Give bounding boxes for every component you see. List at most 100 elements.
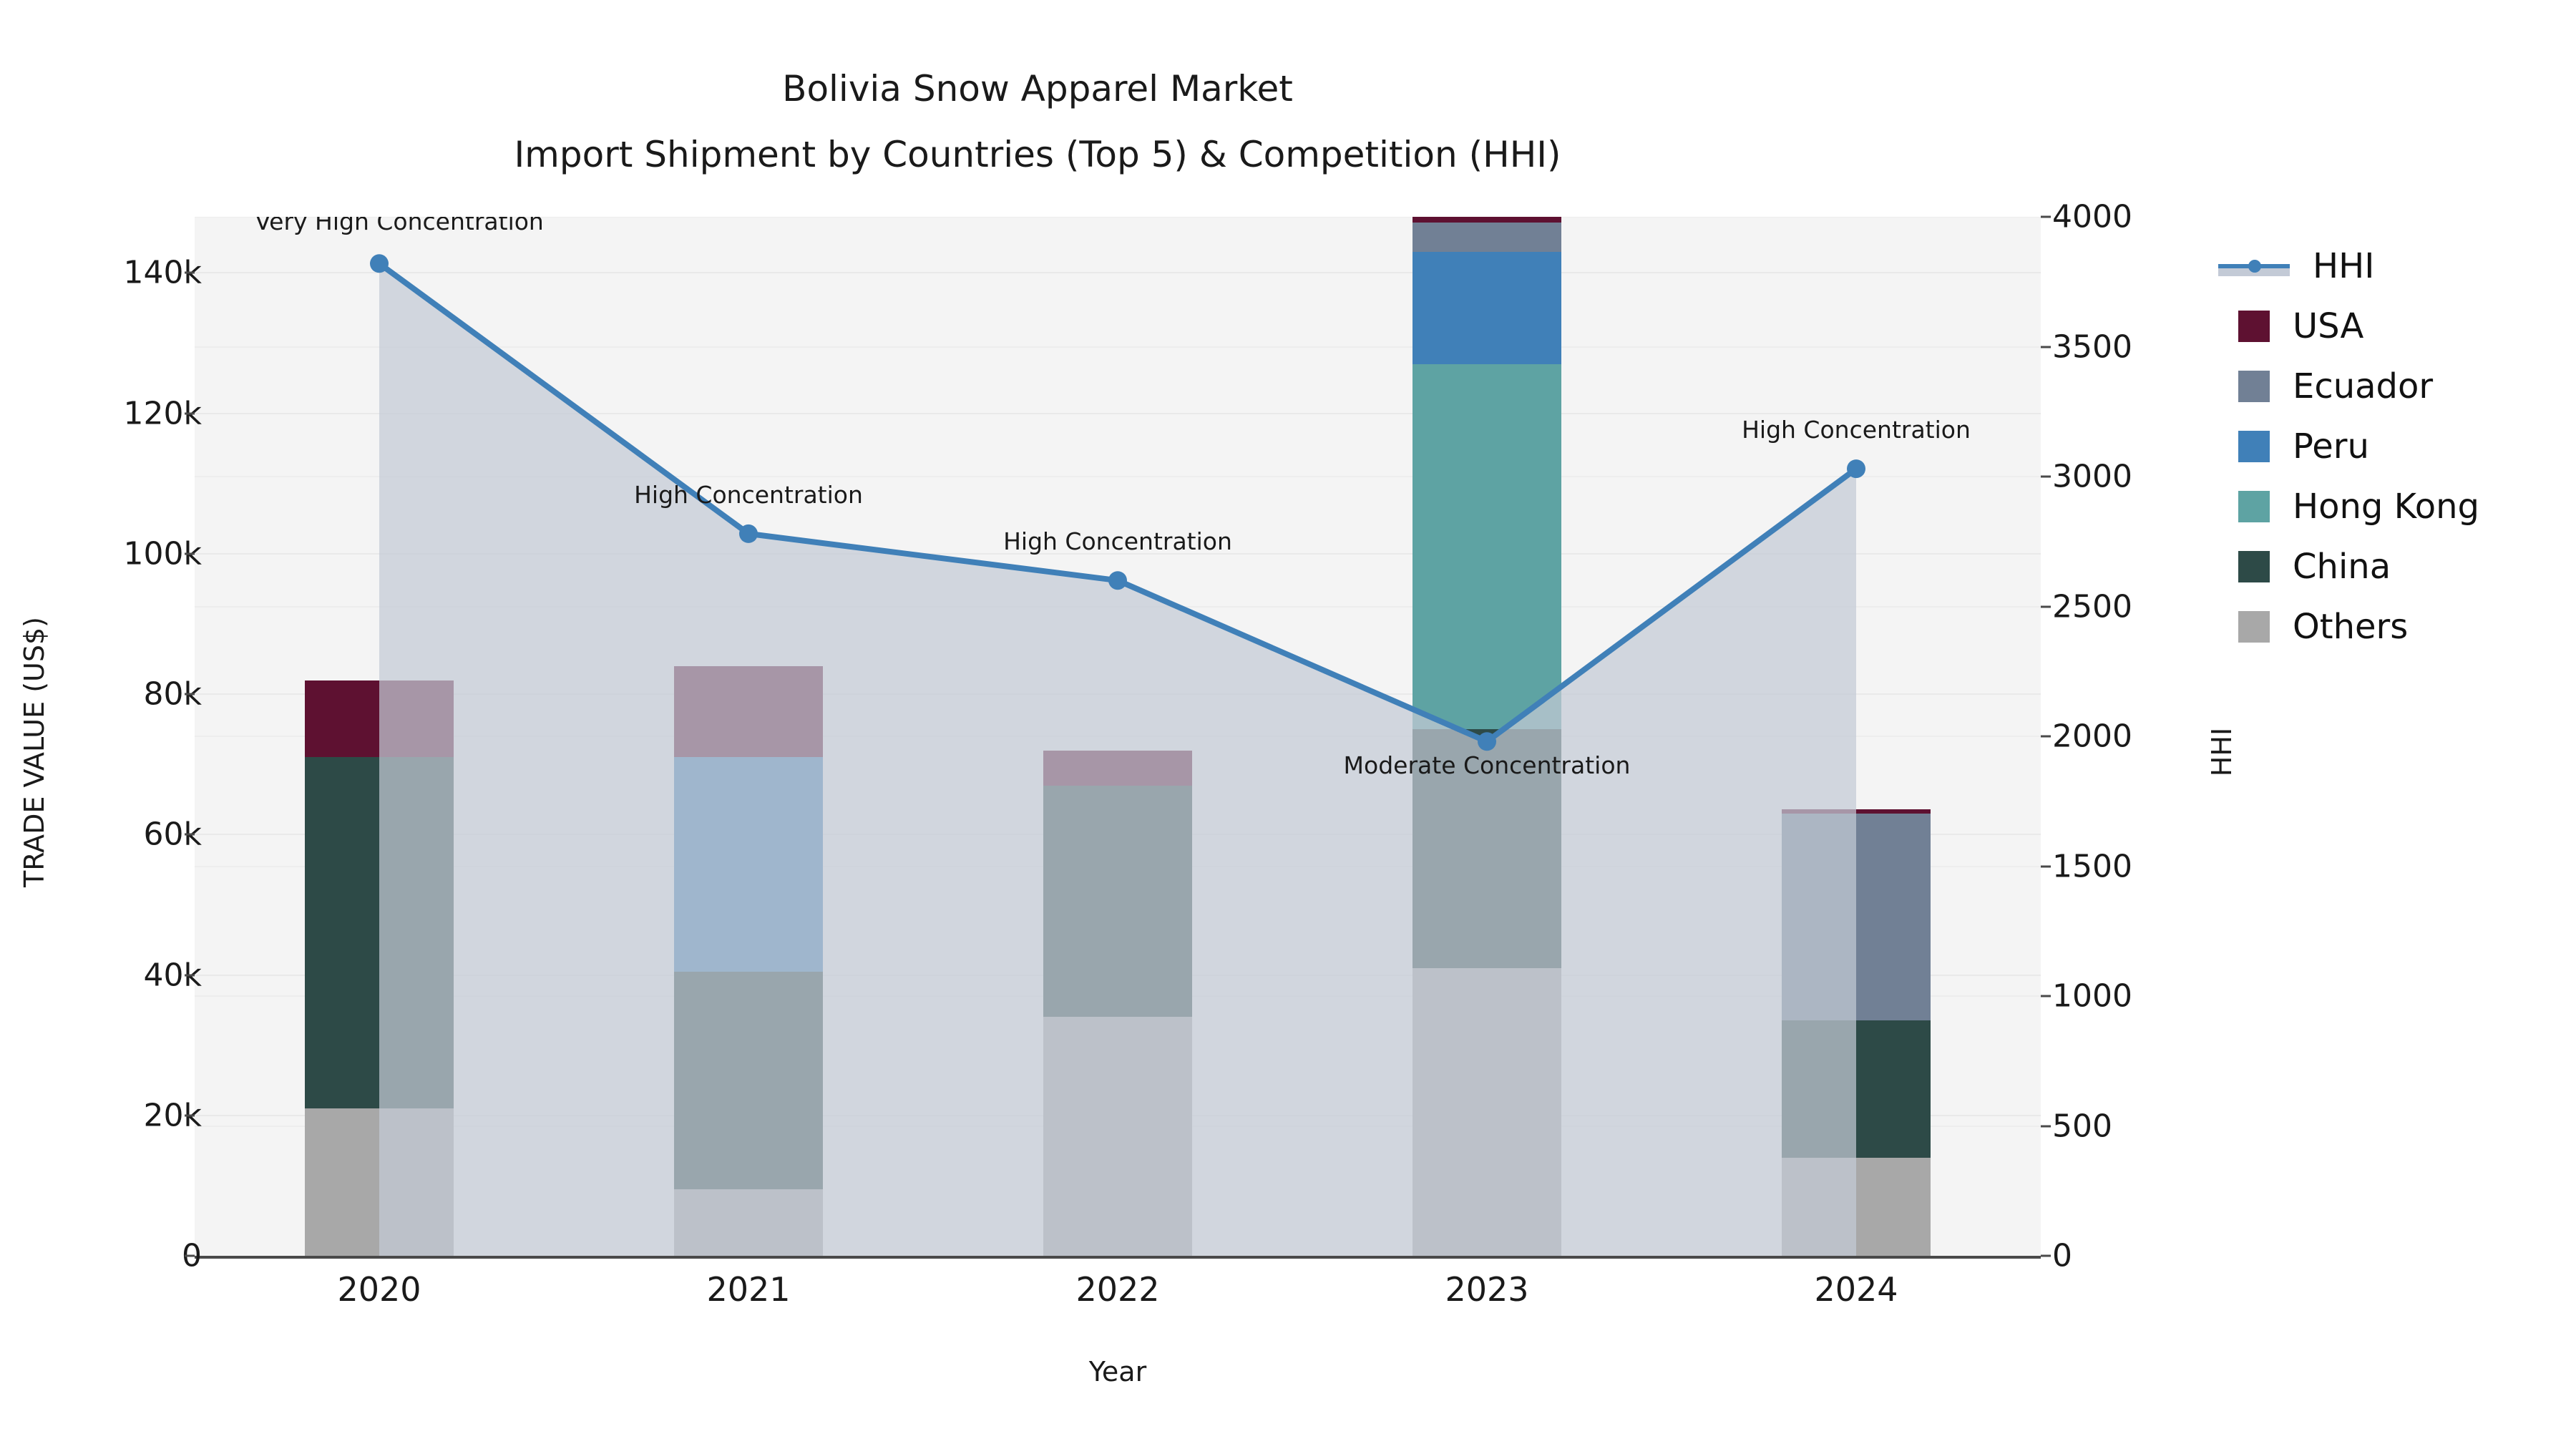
x-axis-spine [195,1256,2041,1259]
y-tick-mark-left [185,552,195,555]
gridline-secondary [195,476,2041,477]
legend-item-china[interactable]: China [2238,537,2567,597]
legend-swatch-icon [2238,431,2270,462]
legend-item-peru[interactable]: Peru [2238,416,2567,477]
bar-segment[interactable] [305,757,454,1108]
y-tick-label-left: 140k [123,254,202,291]
y-tick-mark-right [2041,995,2051,997]
legend-label: Others [2293,607,2409,647]
legend-label: USA [2293,306,2364,346]
y-tick-mark-right [2041,215,2051,218]
hhi-data-point[interactable] [1108,571,1127,590]
bar-segment[interactable] [1043,750,1192,786]
legend-label: Hong Kong [2293,487,2479,527]
y-tick-mark-left [185,693,195,696]
gridline [195,272,2041,274]
legend-label: China [2293,547,2391,587]
y-tick-label-right: 0 [2052,1237,2072,1274]
chart-title-block: Bolivia Snow Apparel Market Import Shipm… [0,56,2075,187]
bar-segment[interactable] [1413,217,1561,223]
bar-segment[interactable] [1782,1020,1931,1158]
y-tick-label-right: 3500 [2052,328,2132,365]
y-tick-label-right: 500 [2052,1108,2112,1144]
hhi-markers [370,254,1865,751]
chart-subtitle: Import Shipment by Countries (Top 5) & C… [514,134,1561,175]
bar-segment[interactable] [1782,813,1931,1021]
legend-item-others[interactable]: Others [2238,597,2567,657]
hhi-line [376,260,1859,745]
x-tick-label: 2021 [706,1270,791,1309]
gridline-secondary [195,346,2041,348]
y-tick-mark-right [2041,1125,2051,1127]
y-tick-mark-left [185,1114,195,1117]
y-tick-label-left: 60k [143,816,202,853]
legend-label: Peru [2293,426,2369,467]
y-tick-mark-left [185,974,195,977]
bar-segment[interactable] [1413,252,1561,365]
bar-segment[interactable] [674,971,823,1189]
y-tick-mark-left [185,412,195,415]
legend-item-hong-kong[interactable]: Hong Kong [2238,477,2567,537]
y-tick-label-right: 2000 [2052,718,2132,755]
legend-item-hhi[interactable]: HHI [2218,236,2567,296]
legend-swatch-icon [2238,371,2270,402]
legend-swatch-icon [2238,611,2270,643]
bar-segment[interactable] [1782,809,1931,814]
y-tick-label-right: 2500 [2052,588,2132,625]
legend-item-ecuador[interactable]: Ecuador [2238,356,2567,416]
gridline-secondary [195,605,2041,608]
bar-segment[interactable] [1413,222,1561,253]
x-tick-label: 2022 [1075,1270,1160,1309]
y-tick-label-left: 120k [123,395,202,432]
hhi-annotation: High Concentration [1003,527,1232,556]
plot-area: Very High Concentration High Concentratio… [195,217,2041,1256]
bar-segment[interactable] [1782,1157,1931,1256]
chart-legend: HHI USA Ecuador Peru Hong Kong China Others [2218,236,2567,657]
bar-segment[interactable] [674,757,823,972]
legend-swatch-icon [2238,311,2270,342]
x-tick-label: 2024 [1814,1270,1898,1309]
bar-segment[interactable] [305,1108,454,1256]
legend-line-icon [2218,250,2290,282]
hhi-annotation: High Concentration [634,480,863,509]
hhi-data-point[interactable] [370,254,389,273]
bar-segment[interactable] [674,1189,823,1256]
y-tick-mark-right [2041,865,2051,867]
hhi-annotation: Moderate Concentration [1343,751,1631,780]
legend-item-usa[interactable]: USA [2238,296,2567,356]
y-tick-label-right: 3000 [2052,458,2132,495]
y-tick-label-right: 1500 [2052,848,2132,884]
bar-segment[interactable] [1043,785,1192,1018]
y-tick-mark-right [2041,1254,2051,1257]
legend-swatch-icon [2238,551,2270,582]
bar-segment[interactable] [1413,364,1561,730]
hhi-annotation: High Concentration [1742,416,1971,444]
bar-segment[interactable] [674,665,823,758]
y-tick-label-left: 80k [143,675,202,713]
y-tick-label-left: 40k [143,957,202,994]
gridline [195,412,2041,414]
x-axis-label: Year [1088,1356,1147,1387]
y-tick-label-left: 0 [182,1237,202,1274]
hhi-data-point[interactable] [739,524,758,543]
gridline-secondary [195,736,2041,737]
gridline [195,693,2041,696]
y-tick-label-right: 1000 [2052,977,2132,1015]
y-tick-mark-right [2041,735,2051,738]
bar-segment[interactable] [1043,1017,1192,1256]
bar-segment[interactable] [305,680,454,758]
x-tick-label: 2023 [1445,1270,1529,1309]
y-tick-label-right: 4000 [2052,198,2132,235]
y-tick-label-left: 20k [143,1097,202,1134]
chart-title: Bolivia Snow Apparel Market [782,68,1293,109]
y-tick-mark-right [2041,346,2051,348]
y-tick-mark-left [185,271,195,274]
legend-label: HHI [2313,246,2375,286]
legend-label: Ecuador [2293,366,2434,406]
y-tick-mark-right [2041,475,2051,478]
x-tick-label: 2020 [337,1270,421,1309]
y-tick-mark-left [185,1254,195,1257]
bar-segment[interactable] [1413,967,1561,1256]
y-tick-label-left: 100k [123,535,202,572]
